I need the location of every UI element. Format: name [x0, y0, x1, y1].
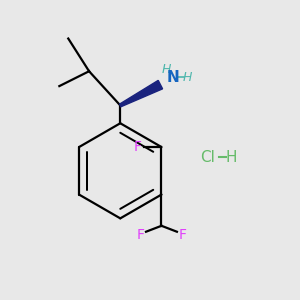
Text: F: F	[134, 140, 142, 154]
Text: N: N	[166, 70, 179, 85]
Polygon shape	[120, 80, 163, 107]
Text: H: H	[183, 71, 192, 84]
Text: Cl: Cl	[200, 150, 215, 165]
Text: F: F	[137, 228, 145, 242]
Text: H: H	[162, 63, 171, 76]
Text: F: F	[178, 228, 186, 242]
Text: H: H	[225, 150, 237, 165]
